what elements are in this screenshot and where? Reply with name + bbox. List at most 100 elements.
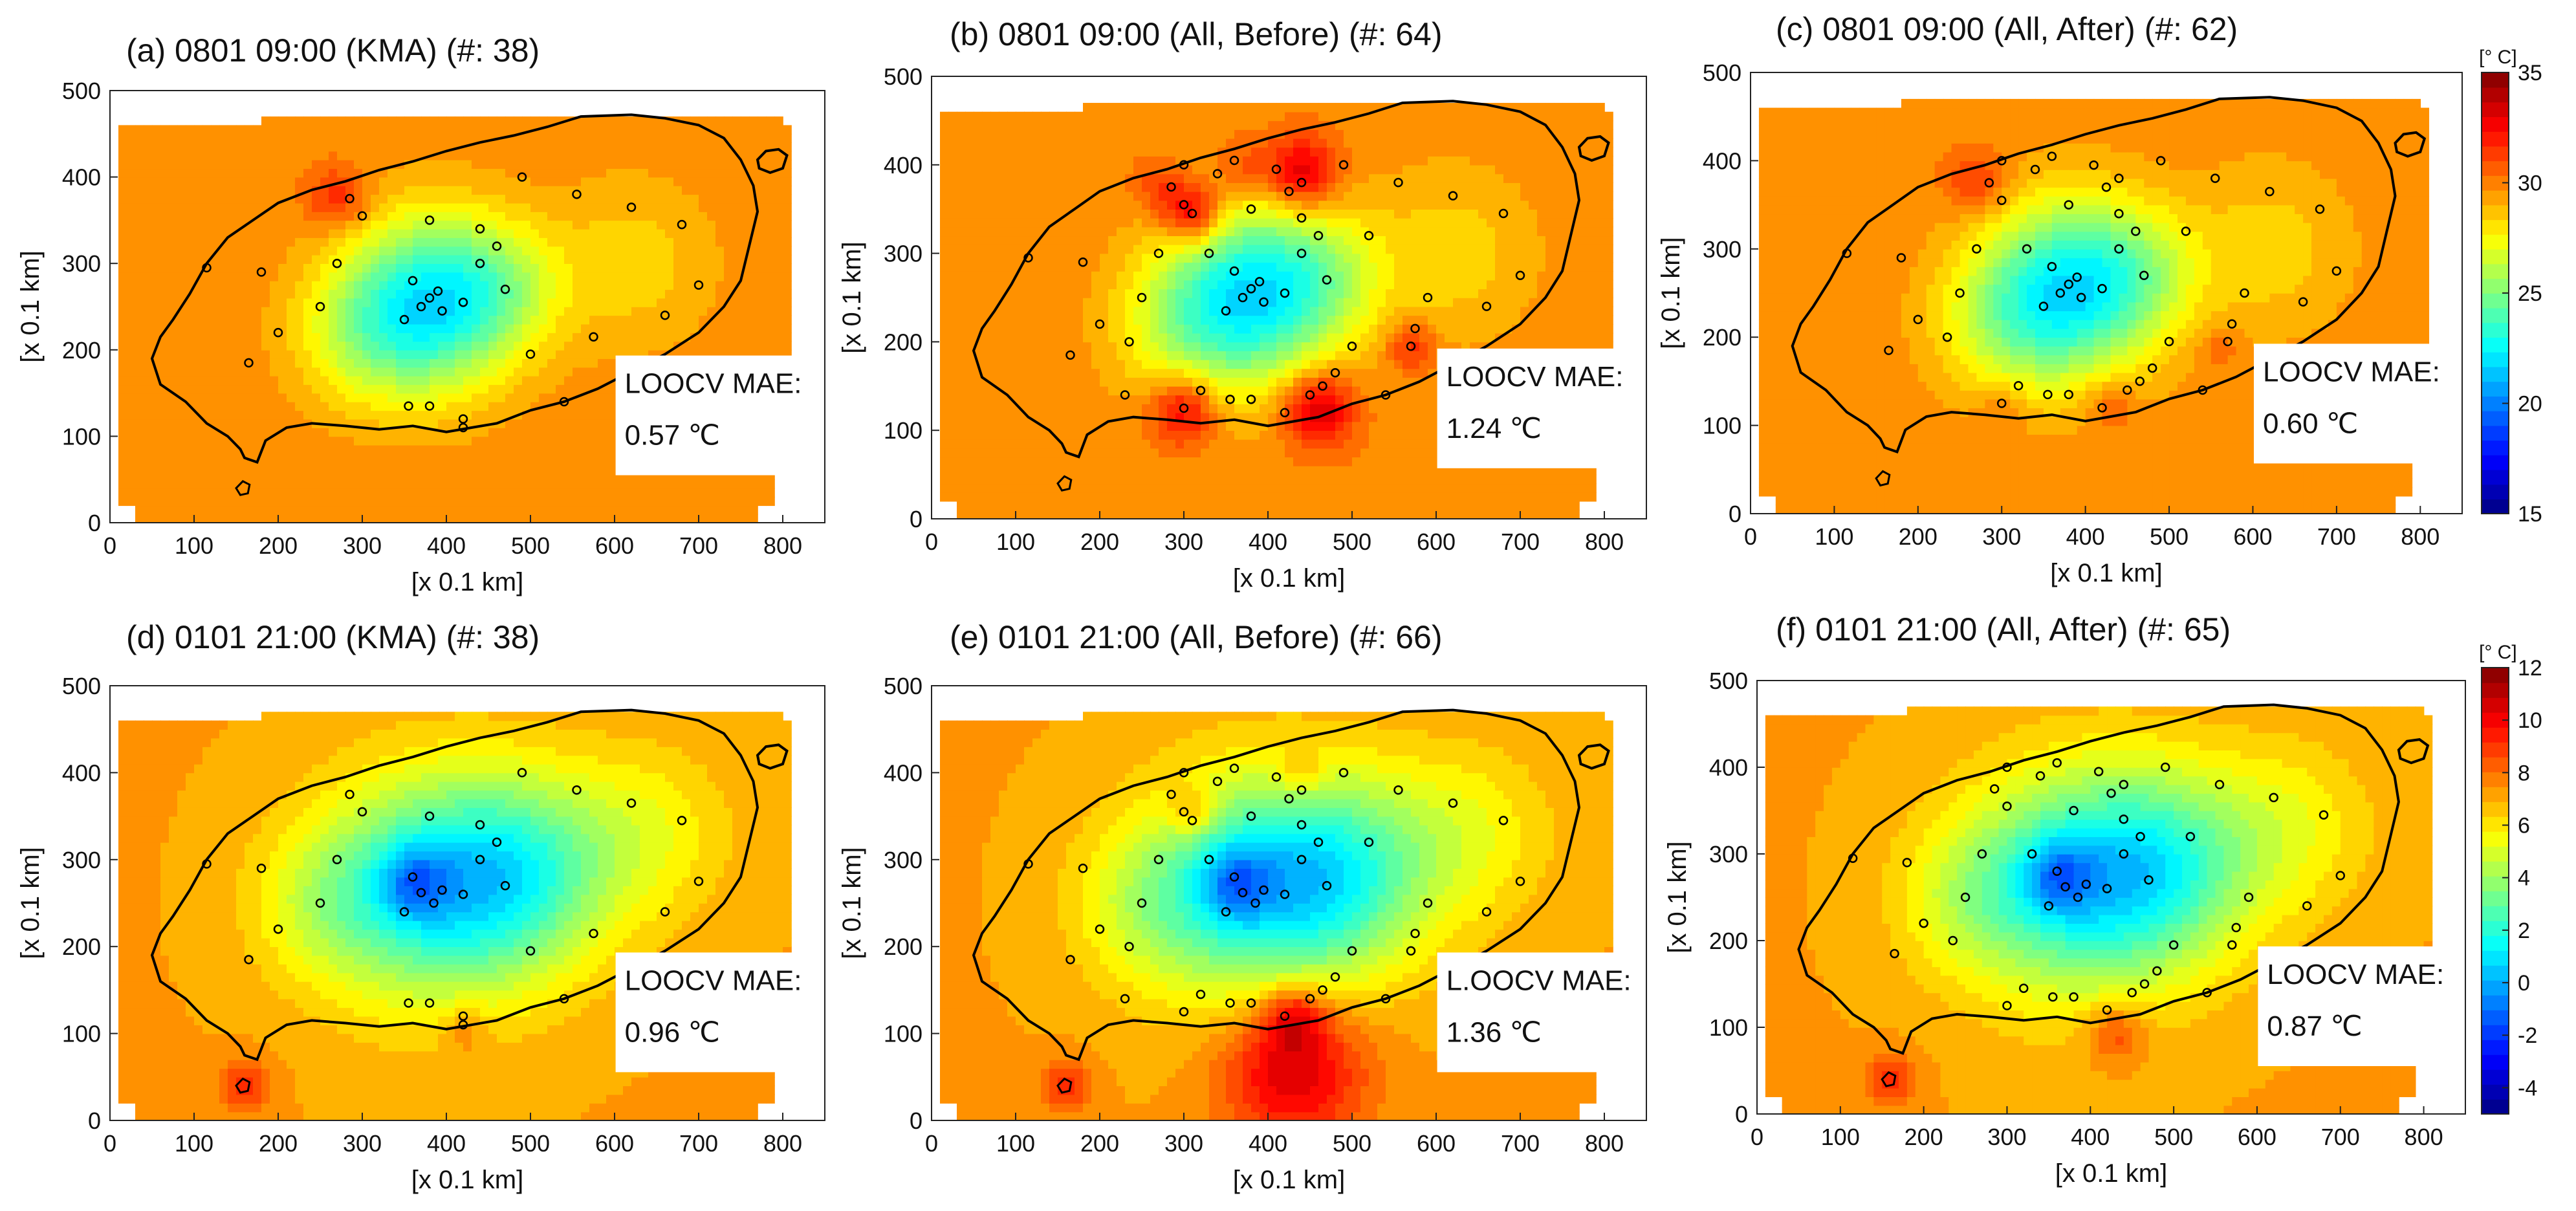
heatmap-cell (488, 488, 497, 497)
heatmap-cell (354, 453, 363, 463)
heatmap-cell (371, 410, 380, 419)
heatmap-cell (404, 142, 413, 151)
heatmap-cell (287, 160, 296, 169)
heatmap-cell (1007, 262, 1016, 271)
heatmap-cell (522, 384, 531, 393)
heatmap-cell (396, 497, 405, 506)
heatmap-cell (957, 173, 966, 182)
heatmap-cell (177, 281, 186, 290)
heatmap-cell (245, 142, 254, 151)
heatmap-cell (724, 237, 733, 246)
heatmap-cell (472, 194, 481, 203)
heatmap-cell (547, 367, 556, 376)
heatmap-cell (505, 358, 514, 367)
heatmap-cell (530, 229, 540, 238)
heatmap-cell (127, 462, 136, 471)
heatmap-cell (1075, 138, 1084, 147)
heatmap-cell (1049, 368, 1058, 377)
heatmap-cell (564, 358, 573, 367)
heatmap-cell (1049, 182, 1058, 191)
heatmap-cell (362, 341, 371, 350)
heatmap-cell (194, 203, 203, 212)
heatmap-cell (990, 360, 999, 369)
heatmap-cell (530, 376, 540, 385)
heatmap-cell (573, 281, 582, 290)
heatmap-cell (564, 479, 573, 488)
heatmap-cell (606, 419, 615, 428)
heatmap-cell (488, 505, 497, 514)
heatmap-cell (236, 341, 245, 350)
heatmap-cell (741, 341, 750, 350)
heatmap-cell (615, 298, 624, 307)
heatmap-cell (1142, 404, 1151, 413)
heatmap-cell (228, 367, 237, 376)
heatmap-cell (270, 134, 279, 143)
heatmap-cell (329, 341, 338, 350)
heatmap-cell (354, 393, 363, 402)
heatmap-cell (245, 410, 254, 419)
x-tick-label: 100 (175, 532, 213, 559)
heatmap-cell (556, 281, 565, 290)
heatmap-cell (379, 237, 388, 246)
heatmap-cell (488, 462, 497, 471)
heatmap-cell (530, 410, 540, 419)
heatmap-cell (556, 186, 565, 195)
heatmap-cell (1041, 413, 1050, 422)
heatmap-cell (741, 298, 750, 307)
heatmap-cell (404, 194, 413, 203)
heatmap-cell (295, 384, 304, 393)
heatmap-cell (488, 445, 497, 454)
heatmap-cell (438, 315, 447, 324)
heatmap-cell (623, 177, 632, 186)
heatmap-cell (480, 497, 489, 506)
heatmap-cell (732, 514, 741, 523)
heatmap-cell (1058, 156, 1067, 165)
y-axis-label: [x 0.1 km] (16, 250, 45, 362)
heatmap-cell (278, 255, 287, 264)
heatmap-cell (320, 289, 329, 298)
heatmap-cell (1091, 201, 1100, 210)
heatmap-cell (699, 263, 708, 272)
heatmap-cell (219, 194, 228, 203)
heatmap-cell (329, 307, 338, 316)
heatmap-cell (480, 445, 489, 454)
heatmap-cell (732, 134, 741, 143)
heatmap-cell (287, 497, 296, 506)
heatmap-cell (463, 514, 472, 523)
heatmap-cell (202, 272, 212, 281)
heatmap-cell (219, 220, 228, 229)
heatmap-cell (497, 479, 506, 488)
heatmap-cell (472, 212, 481, 221)
heatmap-cell (539, 350, 548, 359)
heatmap-cell (1100, 245, 1109, 254)
heatmap-cell (413, 505, 422, 514)
heatmap-cell (186, 341, 195, 350)
heatmap-cell (194, 160, 203, 169)
heatmap-cell (177, 436, 186, 445)
heatmap-cell (990, 138, 999, 147)
heatmap-cell (1100, 457, 1109, 466)
heatmap-cell (211, 160, 220, 169)
heatmap-cell (1100, 289, 1109, 298)
heatmap-cell (657, 237, 666, 246)
heatmap-cell (278, 142, 287, 151)
heatmap-cell (312, 220, 321, 229)
heatmap-cell (446, 315, 455, 324)
heatmap-cell (303, 246, 312, 255)
heatmap-cell (186, 246, 195, 255)
heatmap-cell (615, 237, 624, 246)
heatmap-cell (715, 246, 725, 255)
x-axis-label: [x 0.1 km] (411, 568, 523, 596)
heatmap-cell (127, 186, 136, 195)
heatmap-cell (564, 237, 573, 246)
heatmap-cell (774, 307, 783, 316)
heatmap-cell (690, 341, 699, 350)
heatmap-cell (1066, 280, 1075, 289)
heatmap-cell (1024, 457, 1033, 466)
heatmap-cell (598, 462, 607, 471)
heatmap-cell (472, 445, 481, 454)
heatmap-cell (337, 358, 346, 367)
heatmap-cell (556, 289, 565, 298)
heatmap-cell (488, 281, 497, 290)
heatmap-cell (186, 479, 195, 488)
